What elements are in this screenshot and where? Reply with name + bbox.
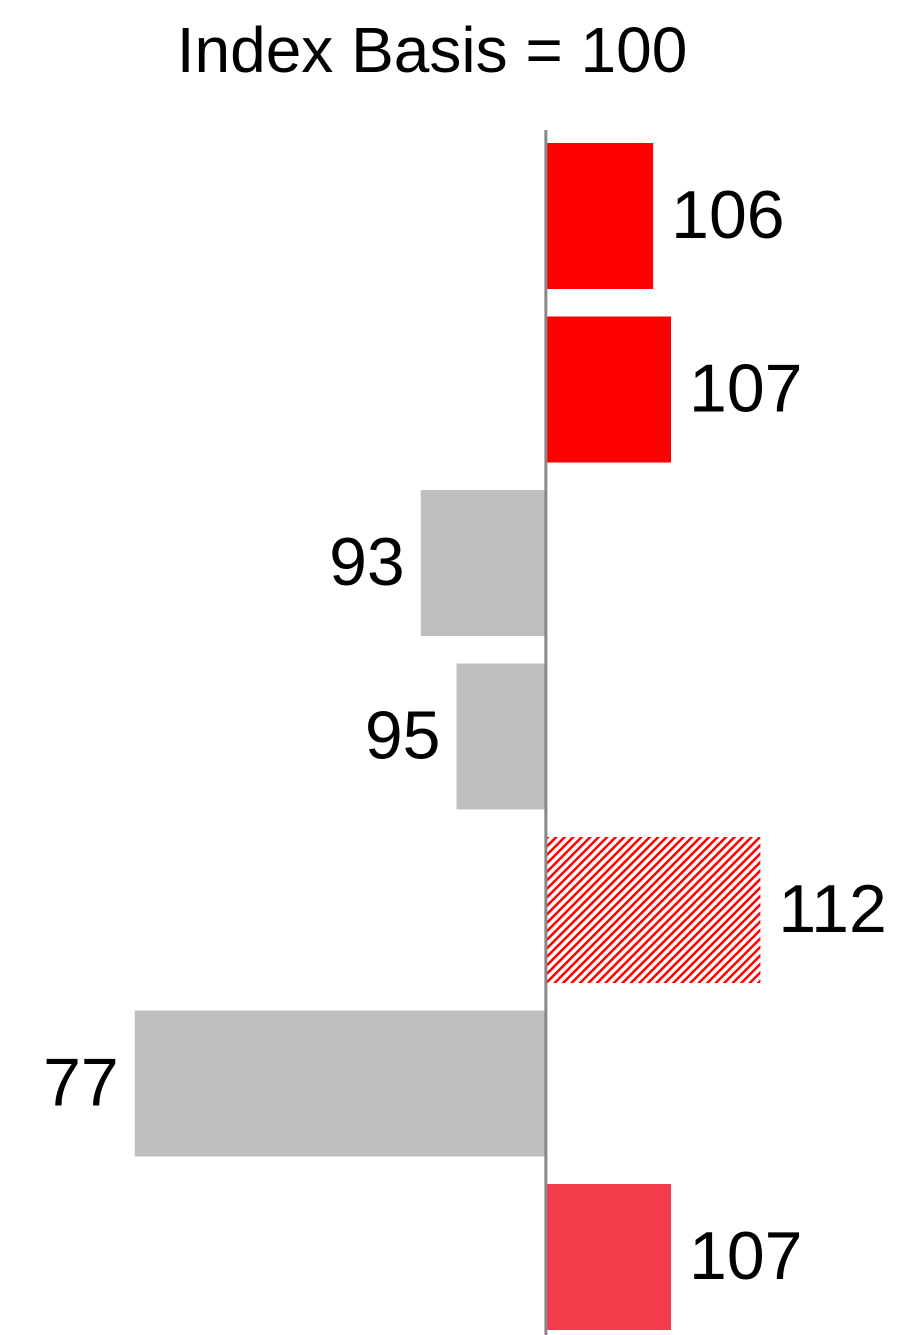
value-label: 106 <box>671 177 784 253</box>
bar <box>545 316 671 463</box>
bar <box>456 663 546 810</box>
value-label: 95 <box>365 697 441 773</box>
value-label: 112 <box>778 871 886 947</box>
chart-title: Index Basis = 100 <box>177 14 688 86</box>
value-label: 107 <box>689 1218 802 1294</box>
bar <box>545 837 761 983</box>
value-label: 93 <box>329 524 405 600</box>
value-label: 107 <box>689 350 802 426</box>
bar <box>134 1010 546 1157</box>
bar <box>420 490 546 636</box>
value-label: 77 <box>43 1044 119 1120</box>
bar <box>545 1184 671 1330</box>
bar <box>545 143 654 289</box>
